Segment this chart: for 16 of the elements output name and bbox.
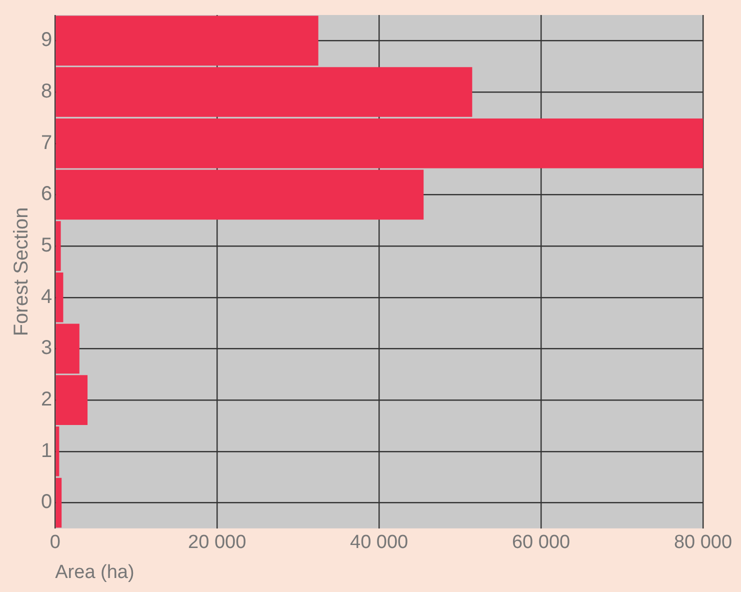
y-tick-label: 6	[41, 183, 52, 206]
x-tick-label: 40 000	[350, 532, 408, 554]
y-tick-label: 8	[41, 80, 52, 103]
x-tick-label: 80 000	[674, 532, 732, 554]
y-tick-label: 5	[41, 234, 52, 257]
y-axis-title: Forest Section	[10, 207, 33, 336]
x-axis-title: Area (ha)	[55, 562, 134, 583]
y-tick-label: 9	[41, 29, 52, 52]
y-tick-label: 2	[41, 388, 52, 411]
y-tick-label: 4	[41, 286, 52, 308]
x-tick-label: 20 000	[188, 532, 246, 554]
y-tick-label: 3	[41, 337, 52, 360]
y-tick-label: 7	[41, 132, 52, 154]
x-tick-label: 60 000	[512, 532, 570, 554]
y-tick-label: 1	[41, 440, 52, 462]
y-tick-label: 0	[41, 491, 52, 514]
